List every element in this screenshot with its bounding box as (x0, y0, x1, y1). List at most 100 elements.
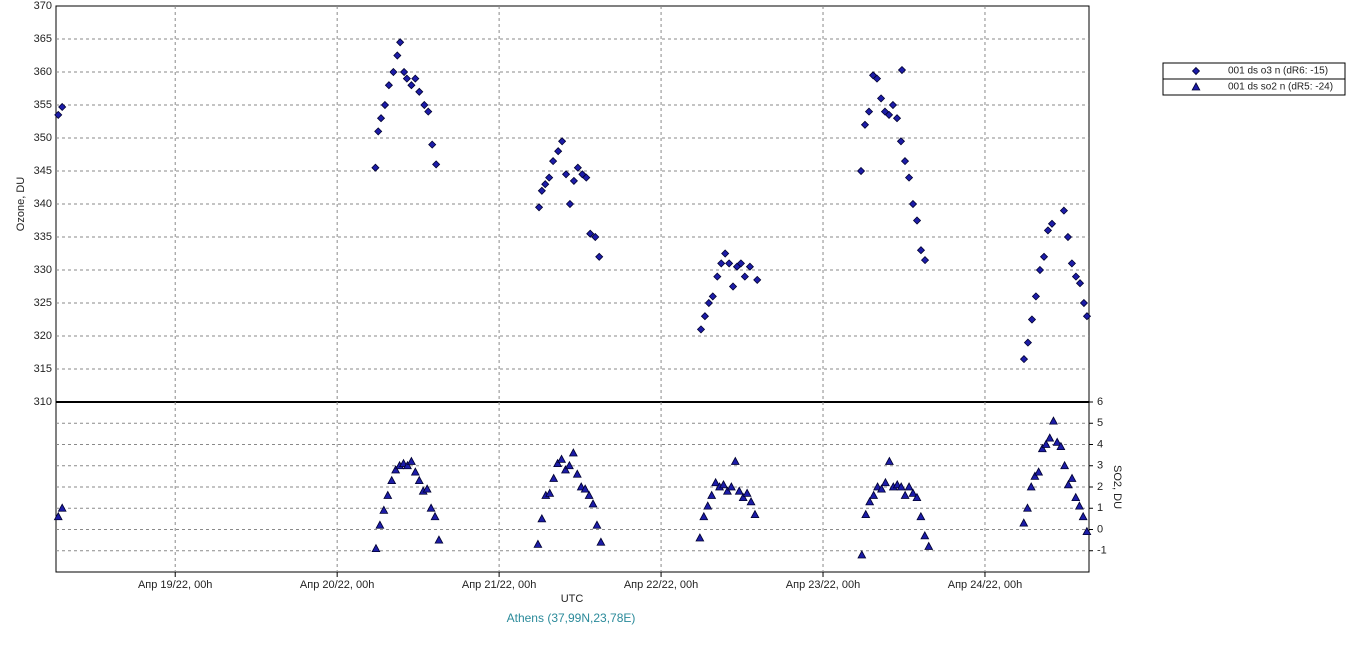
so2-point (596, 537, 606, 546)
ozone-point (696, 325, 706, 334)
x-tick-label: Апр 23/22, 00h (786, 579, 860, 591)
ozone-point (595, 252, 604, 261)
so2-point (734, 486, 744, 495)
ozone-point (411, 74, 420, 83)
so2-point (695, 533, 705, 542)
so2-point (1052, 437, 1062, 446)
y-tick-label: 365 (34, 33, 52, 45)
so2-point (1045, 433, 1055, 442)
y-tick-label: 370 (34, 0, 52, 12)
ozone-point (897, 65, 907, 75)
so2-point (410, 467, 420, 476)
ozone-point (872, 74, 882, 83)
ozone-point (537, 186, 546, 195)
ozone-point (554, 147, 563, 156)
ozone-point (402, 74, 411, 83)
so2-point (916, 511, 926, 521)
ozone-point (420, 100, 429, 110)
so2-point (711, 477, 721, 487)
so2-point (1056, 441, 1066, 451)
so2-point (884, 456, 894, 465)
so2-point (533, 539, 543, 548)
ozone-point (856, 166, 866, 176)
plot-frame (55, 5, 1090, 573)
y2-tick-label: 3 (1097, 460, 1103, 472)
ozone-point (908, 199, 918, 209)
y-tick-label: 315 (34, 363, 52, 375)
so2-point (912, 492, 922, 502)
ozone-point (740, 272, 749, 281)
ozone-point (1079, 298, 1089, 308)
so2-point (1030, 471, 1040, 480)
ozone-point (904, 173, 914, 182)
ozone-point (54, 110, 63, 119)
ozone-point (896, 137, 906, 146)
ozone-point (1082, 312, 1092, 321)
y2-axis-label: SO2, DU (1111, 465, 1123, 509)
so2-point (726, 482, 736, 491)
so2-point (1048, 416, 1058, 425)
legend-marker (1191, 66, 1201, 76)
so2-point (1034, 467, 1044, 476)
y-tick-label: 310 (34, 396, 52, 408)
ozone-point (900, 157, 910, 166)
y-tick-label: 340 (34, 198, 52, 210)
so2-point (560, 465, 570, 474)
so2-point (896, 482, 906, 491)
ozone-point (1027, 315, 1037, 324)
ozone-point (428, 140, 437, 149)
ozone-point (1059, 206, 1068, 215)
ozone-point (384, 81, 393, 90)
ozone-point (376, 114, 386, 123)
ozone-point (374, 127, 383, 136)
so2-point (426, 503, 436, 512)
so2-point (730, 456, 740, 465)
ozone-point (700, 312, 709, 321)
ozone-point (920, 256, 930, 265)
so2-point (1041, 439, 1051, 448)
y2-tick-label: -1 (1097, 545, 1107, 557)
so2-point (738, 492, 748, 502)
so2-point (379, 505, 389, 514)
y-tick-label: 325 (34, 297, 52, 309)
so2-point (383, 490, 393, 499)
so2-point (880, 477, 890, 487)
ozone-point (558, 137, 567, 146)
so2-point (1063, 480, 1073, 489)
ozone-point (753, 275, 762, 284)
ozone-point (1047, 219, 1057, 228)
ozone-point (708, 292, 717, 301)
ozone-point (745, 262, 754, 271)
so2-point (371, 543, 381, 553)
ozone-point (582, 173, 591, 182)
x-axis-label: UTC (561, 593, 584, 605)
so2-point (402, 460, 412, 470)
ozone-point (725, 259, 734, 268)
so2-point (703, 501, 713, 510)
so2-point (53, 511, 63, 521)
ozone-point (704, 298, 713, 308)
ozone-point (432, 160, 441, 169)
x-tick-label: Апр 22/22, 00h (624, 579, 698, 591)
so2-point (857, 550, 867, 559)
x-tick-label: Апр 20/22, 00h (300, 579, 374, 591)
ozone-point (1039, 252, 1049, 261)
ozone-point (880, 107, 890, 116)
ozone-point (713, 272, 722, 281)
ozone-point (888, 100, 898, 110)
so2-point (924, 541, 934, 550)
ozone-point (1035, 265, 1045, 275)
so2-point (869, 490, 879, 499)
ozone-point (912, 216, 922, 225)
ozone-point (561, 170, 571, 179)
so2-point (707, 490, 717, 499)
ozone-point (1019, 355, 1029, 364)
ozone-point (864, 107, 874, 116)
ozone-point (736, 259, 745, 268)
subtitle: Athens (37,99N,23,78E) (507, 611, 636, 625)
ozone-point (1031, 292, 1040, 301)
ozone-point (58, 102, 67, 112)
ozone-point (565, 199, 575, 209)
legend-marker (1191, 82, 1201, 91)
